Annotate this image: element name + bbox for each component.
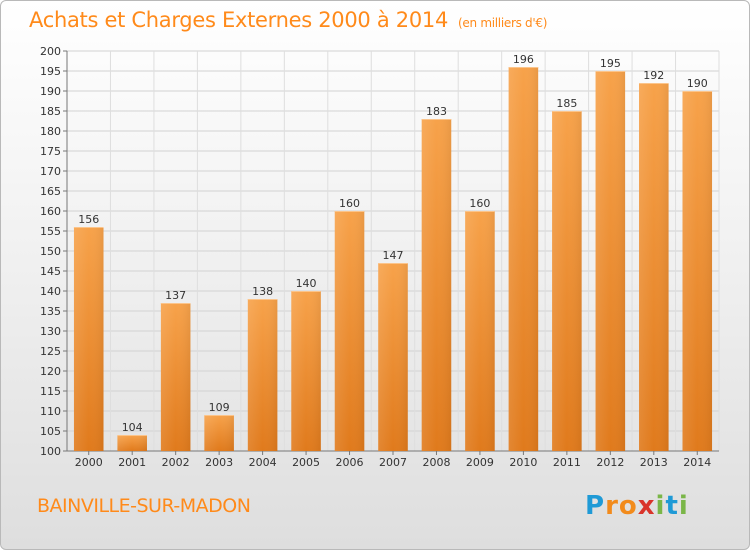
chart-title: Achats et Charges Externes 2000 à 2014 (e… — [29, 8, 547, 32]
bar-shade — [682, 91, 713, 451]
logo-letter: r — [605, 491, 619, 521]
y-tick-label: 170 — [40, 165, 61, 178]
x-tick-label: 2006 — [336, 456, 364, 469]
x-tick-label: 2011 — [553, 456, 581, 469]
x-tick-label: 2008 — [422, 456, 450, 469]
y-tick-label: 190 — [40, 85, 61, 98]
logo-letter: i — [655, 491, 666, 521]
y-tick-label: 125 — [40, 345, 61, 358]
chart-title-text: Achats et Charges Externes 2000 à 2014 — [29, 8, 449, 32]
x-tick-label: 2003 — [205, 456, 233, 469]
y-tick-label: 195 — [40, 65, 61, 78]
logo-letter: o — [618, 491, 638, 521]
logo-letter: x — [637, 491, 656, 521]
bar-shade — [291, 291, 321, 451]
y-tick-label: 120 — [40, 365, 61, 378]
bar-value-label: 104 — [122, 421, 143, 434]
y-tick-label: 130 — [40, 325, 61, 338]
logo-letter: t — [665, 491, 679, 521]
logo-letter: i — [678, 491, 689, 521]
bar-shade — [378, 263, 408, 451]
y-tick-label: 135 — [40, 305, 61, 318]
bars — [73, 67, 713, 451]
bar-shade — [334, 211, 365, 451]
y-tick-label: 200 — [40, 45, 61, 58]
place-name: BAINVILLE-SUR-MADON — [37, 495, 251, 517]
x-tick-label: 2013 — [640, 456, 668, 469]
y-tick-label: 155 — [40, 225, 61, 238]
proxiti-logo: Proxiti — [585, 491, 689, 521]
bar-value-label: 185 — [556, 97, 577, 110]
bar-value-label: 196 — [513, 53, 534, 66]
bar-shade — [160, 303, 191, 451]
bar-value-label: 138 — [252, 285, 273, 298]
bar-shade — [639, 83, 669, 451]
y-tick-label: 145 — [40, 265, 61, 278]
bar-shade — [421, 119, 452, 451]
chart-subtitle: (en milliers d'€) — [458, 16, 548, 30]
y-tick-label: 175 — [40, 145, 61, 158]
y-tick-label: 115 — [40, 385, 61, 398]
y-tick-label: 110 — [40, 405, 61, 418]
x-tick-label: 2001 — [118, 456, 146, 469]
x-tick-label: 2014 — [683, 456, 711, 469]
x-tick-label: 2007 — [379, 456, 407, 469]
bar-value-label: 160 — [339, 197, 360, 210]
y-tick-label: 185 — [40, 105, 61, 118]
bar-shade — [508, 67, 539, 451]
y-tick-label: 140 — [40, 285, 61, 298]
y-tick-label: 165 — [40, 185, 61, 198]
bar-value-label: 109 — [209, 401, 230, 414]
logo-letter: P — [585, 491, 606, 521]
x-tick-label: 2005 — [292, 456, 320, 469]
x-tick-label: 2002 — [162, 456, 190, 469]
labels: 100 105 110 115 120 125 130 135 140 145 150 155 160 1… — [40, 45, 711, 469]
bar-shade — [247, 299, 278, 451]
bar-value-label: 147 — [383, 249, 404, 262]
bar-shade — [552, 111, 582, 451]
y-tick-label: 100 — [40, 445, 61, 458]
bar-value-label: 183 — [426, 105, 447, 118]
x-tick-label: 2010 — [509, 456, 537, 469]
bar-shade — [465, 211, 495, 451]
x-tick-label: 2000 — [75, 456, 103, 469]
bar-value-label: 190 — [687, 77, 708, 90]
y-tick-label: 150 — [40, 245, 61, 258]
bar-value-label: 192 — [643, 69, 664, 82]
bar-shade — [73, 227, 104, 451]
bar-shade — [204, 415, 234, 451]
bar-shade — [595, 71, 626, 451]
bar-shade — [117, 435, 147, 451]
y-tick-label: 180 — [40, 125, 61, 138]
y-tick-label: 160 — [40, 205, 61, 218]
bar-value-label: 140 — [296, 277, 317, 290]
bar-value-label: 156 — [78, 213, 99, 226]
bar-value-label: 195 — [600, 57, 621, 70]
y-tick-label: 105 — [40, 425, 61, 438]
x-tick-label: 2009 — [466, 456, 494, 469]
bar-value-label: 160 — [469, 197, 490, 210]
x-tick-label: 2012 — [596, 456, 624, 469]
bar-value-label: 137 — [165, 289, 186, 302]
x-tick-label: 2004 — [249, 456, 277, 469]
